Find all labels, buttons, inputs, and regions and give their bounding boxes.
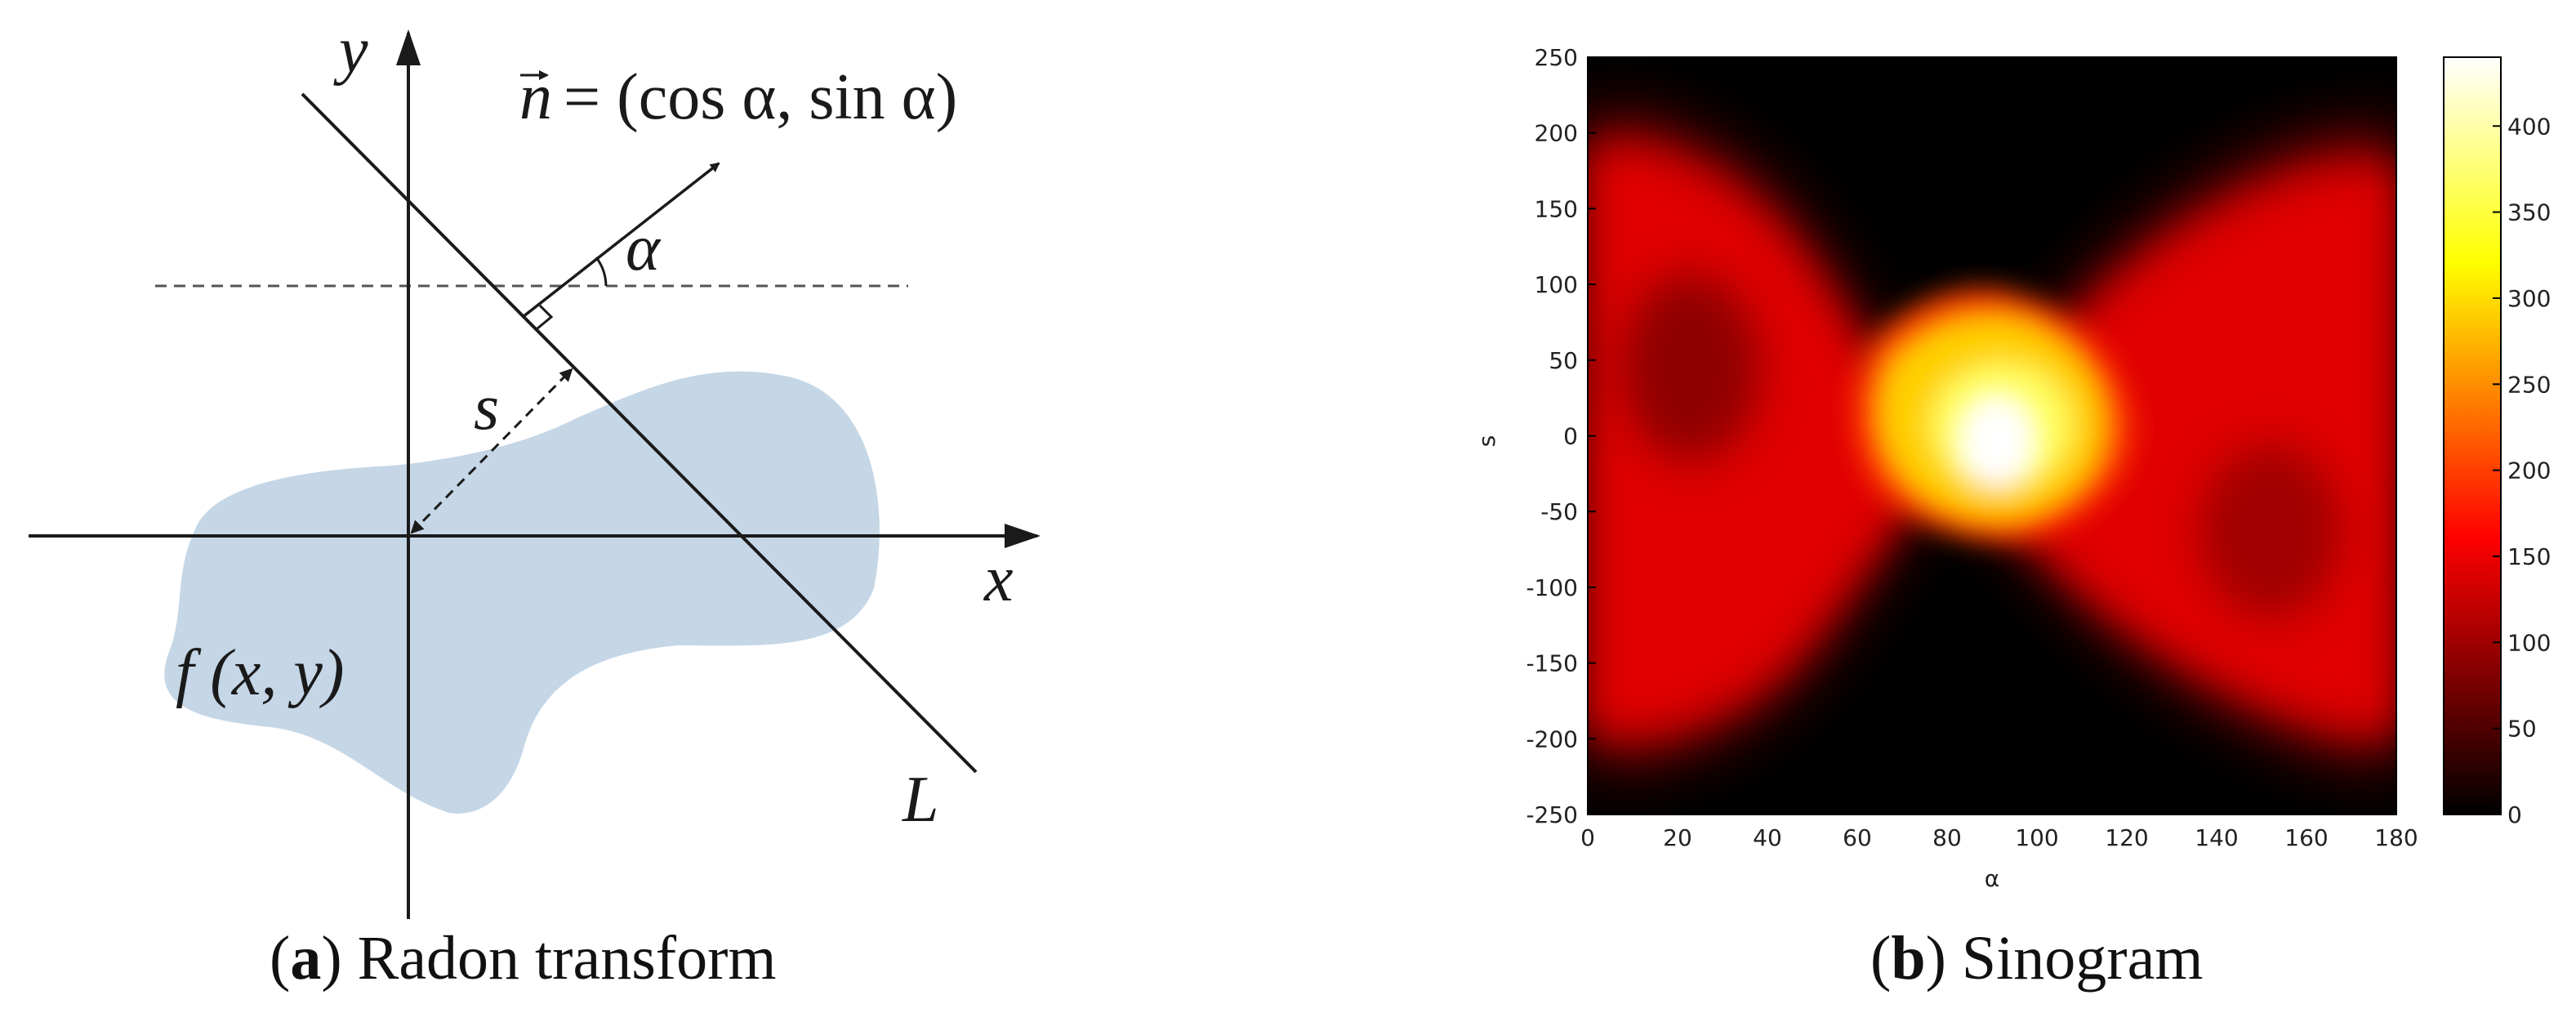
s-label: s bbox=[474, 372, 499, 444]
x-tick-label: 180 bbox=[2374, 824, 2418, 851]
x-tick-label: 80 bbox=[1932, 824, 1962, 851]
colorbar-tick-label: 300 bbox=[2507, 285, 2551, 312]
colorbar bbox=[2443, 56, 2502, 815]
colorbar-tick-label: 0 bbox=[2507, 801, 2522, 828]
sinogram-chart: 0 20 40 60 80 100 120 140 160 180 250200150100500… bbox=[1473, 44, 2551, 892]
caption-b: (b) Sinogram bbox=[1870, 924, 2204, 993]
radon-diagram: y x n = (cos α, sin α) α s L f (x, y) bbox=[29, 15, 1041, 919]
alpha-arc bbox=[595, 257, 608, 287]
y-axis-label: s bbox=[1473, 435, 1500, 448]
line-L bbox=[301, 92, 978, 774]
function-region bbox=[164, 371, 880, 814]
y-tick-label: 0 bbox=[1563, 423, 1578, 450]
y-tick-label: 250 bbox=[1535, 44, 1578, 71]
line-L-label: L bbox=[902, 764, 939, 836]
x-tick-label: 20 bbox=[1663, 824, 1692, 851]
caption-a: (a) Radon transform bbox=[270, 924, 777, 993]
y-tick-label: -150 bbox=[1526, 650, 1578, 677]
caption-a-text: Radon transform bbox=[357, 924, 777, 993]
x-tick-label: 40 bbox=[1753, 824, 1782, 851]
normal-equation: = (cos α, sin α) bbox=[564, 61, 957, 133]
y-axis-label: y bbox=[333, 15, 368, 87]
right-angle-marker bbox=[537, 304, 554, 330]
caption-b-text: Sinogram bbox=[1961, 924, 2204, 993]
caption-a-letter: a bbox=[290, 924, 322, 993]
colorbar-tick-label: 400 bbox=[2507, 113, 2551, 140]
y-tick-label: -200 bbox=[1526, 725, 1578, 752]
x-tick-label: 100 bbox=[2015, 824, 2058, 851]
x-tick-label: 140 bbox=[2195, 824, 2238, 851]
function-label: f (x, y) bbox=[176, 637, 345, 709]
y-tick-label: 100 bbox=[1535, 271, 1578, 298]
y-tick-label: 50 bbox=[1549, 347, 1578, 374]
normal-label: n bbox=[519, 61, 552, 133]
x-tick-label: 160 bbox=[2284, 824, 2328, 851]
alpha-label: α bbox=[626, 212, 662, 284]
colorbar-ticks: 0 50 100 150 200 250 300 350 400 bbox=[2493, 113, 2551, 828]
y-tick-label: 150 bbox=[1535, 195, 1578, 222]
y-tick-label: 200 bbox=[1535, 120, 1578, 147]
colorbar-tick-label: 350 bbox=[2507, 199, 2551, 226]
colorbar-tick-label: 150 bbox=[2507, 543, 2551, 570]
colorbar-tick-label: 50 bbox=[2507, 716, 2537, 743]
heatmap-image bbox=[1588, 57, 2396, 814]
y-tick-label: -100 bbox=[1526, 574, 1578, 601]
y-tick-label: -50 bbox=[1540, 498, 1578, 525]
x-tick-label: 120 bbox=[2105, 824, 2148, 851]
distance-s-arrow bbox=[410, 368, 573, 534]
x-axis-label: α bbox=[1985, 865, 1999, 892]
x-axis-label: x bbox=[983, 543, 1014, 615]
x-ticks: 0 20 40 60 80 100 120 140 160 180 bbox=[1580, 806, 2418, 851]
caption-b-letter: b bbox=[1891, 924, 1926, 993]
colorbar-tick-label: 100 bbox=[2507, 629, 2551, 656]
y-tick-label: -250 bbox=[1526, 801, 1578, 828]
colorbar-tick-label: 200 bbox=[2507, 457, 2551, 484]
x-tick-label: 0 bbox=[1580, 824, 1595, 851]
normal-vector bbox=[521, 162, 720, 319]
colorbar-tick-label: 250 bbox=[2507, 371, 2551, 398]
x-tick-label: 60 bbox=[1843, 824, 1872, 851]
y-ticks: 250 200 150 100 50 0 -50 -100 -150 -200 -250 bbox=[1526, 44, 1596, 828]
